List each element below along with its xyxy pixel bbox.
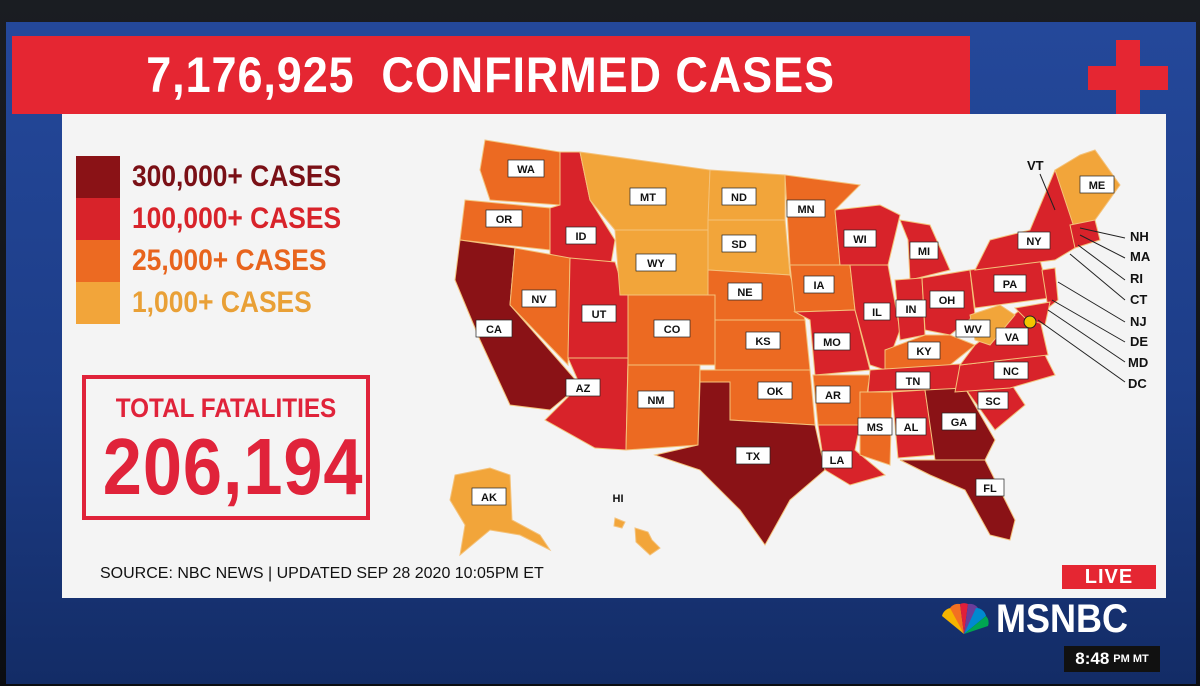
svg-text:WI: WI xyxy=(853,234,866,246)
clock-time: 8:48 xyxy=(1075,649,1110,668)
state-HI-2 xyxy=(634,527,661,556)
callout-VT: VT xyxy=(1027,158,1044,173)
callout-DE: DE xyxy=(1130,334,1149,349)
legend-item: 25,000+ CASES xyxy=(76,240,376,282)
peacock-icon xyxy=(942,603,989,634)
legend-label: 300,000+ CASES xyxy=(132,160,342,193)
confirmed-title: CONFIRMED CASES xyxy=(381,47,836,103)
svg-text:LA: LA xyxy=(830,455,845,467)
callout-MA: MA xyxy=(1130,249,1151,264)
confirmed-count: 7,176,925 xyxy=(146,47,355,103)
svg-text:ND: ND xyxy=(731,192,747,204)
legend-swatch xyxy=(76,156,120,198)
svg-text:OH: OH xyxy=(939,295,956,307)
svg-text:KY: KY xyxy=(916,346,932,358)
svg-text:CO: CO xyxy=(664,324,681,336)
svg-text:NE: NE xyxy=(737,287,752,299)
legend: 300,000+ CASES 100,000+ CASES 25,000+ CA… xyxy=(76,156,376,324)
svg-text:MN: MN xyxy=(797,204,814,216)
svg-text:IA: IA xyxy=(814,280,825,292)
svg-text:TX: TX xyxy=(746,451,761,463)
state-shapes xyxy=(449,139,1121,557)
medical-cross-icon xyxy=(1088,40,1168,116)
legend-item: 300,000+ CASES xyxy=(76,156,376,198)
svg-text:SC: SC xyxy=(985,396,1000,408)
svg-text:HI: HI xyxy=(613,493,624,505)
svg-text:OK: OK xyxy=(767,386,784,398)
svg-text:MS: MS xyxy=(867,422,884,434)
svg-text:ME: ME xyxy=(1089,180,1106,192)
callout-MD: MD xyxy=(1128,355,1149,370)
live-badge: LIVE xyxy=(1062,565,1156,589)
legend-label: 100,000+ CASES xyxy=(132,202,342,235)
clock-zone: PM MT xyxy=(1113,653,1149,665)
state-MA xyxy=(1069,219,1101,249)
svg-text:AZ: AZ xyxy=(576,383,591,395)
state-FL xyxy=(899,459,1016,541)
svg-text:KS: KS xyxy=(755,336,770,348)
svg-text:MT: MT xyxy=(640,192,656,204)
svg-text:IL: IL xyxy=(872,307,882,319)
state-NJ xyxy=(1041,267,1059,309)
svg-text:NM: NM xyxy=(647,395,664,407)
svg-text:TN: TN xyxy=(906,376,921,388)
svg-text:AR: AR xyxy=(825,390,841,402)
legend-swatch xyxy=(76,198,120,240)
svg-text:AK: AK xyxy=(481,492,497,504)
svg-text:GA: GA xyxy=(951,417,968,429)
legend-swatch xyxy=(76,282,120,324)
fatalities-box: TOTAL FATALITIES 206,194 xyxy=(82,375,370,520)
headline-banner: 7,176,925 CONFIRMED CASES xyxy=(12,36,970,114)
svg-text:FL: FL xyxy=(983,483,997,495)
svg-text:WA: WA xyxy=(517,164,535,176)
svg-text:OR: OR xyxy=(496,214,513,226)
network-logo: MSNBC xyxy=(938,596,1143,641)
callout-DC: DC xyxy=(1128,376,1147,391)
svg-text:NV: NV xyxy=(531,294,547,306)
legend-swatch xyxy=(76,240,120,282)
callout-RI: RI xyxy=(1130,271,1143,286)
svg-text:AL: AL xyxy=(904,422,919,434)
svg-text:WY: WY xyxy=(647,258,665,270)
fatalities-value: 206,194 xyxy=(102,422,364,511)
legend-label: 1,000+ CASES xyxy=(132,286,312,319)
svg-text:MI: MI xyxy=(918,246,930,258)
clock: 8:48 PM MT xyxy=(1064,646,1160,672)
callout-CT: CT xyxy=(1130,292,1148,307)
headline-text: 7,176,925 CONFIRMED CASES xyxy=(147,46,836,104)
state-HI xyxy=(613,517,626,529)
svg-text:NC: NC xyxy=(1003,366,1019,378)
svg-text:WV: WV xyxy=(964,324,982,336)
callout-NJ: NJ xyxy=(1130,314,1147,329)
svg-text:ID: ID xyxy=(576,231,587,243)
capital-star-icon xyxy=(1023,315,1037,329)
network-name: MSNBC xyxy=(996,596,1129,641)
callout-leaders xyxy=(1037,173,1126,383)
source-line: SOURCE: NBC NEWS | UPDATED SEP 28 2020 1… xyxy=(100,565,544,582)
legend-label: 25,000+ CASES xyxy=(132,244,327,277)
svg-text:NY: NY xyxy=(1026,236,1042,248)
callout-NH: NH xyxy=(1130,229,1149,244)
svg-text:MO: MO xyxy=(823,337,841,349)
state-labels: WA OR CA ID NV UT AZ MT WY CO NM ND SD N… xyxy=(471,159,1115,506)
svg-text:CA: CA xyxy=(486,324,502,336)
fatalities-label: TOTAL FATALITIES xyxy=(115,393,337,423)
svg-text:PA: PA xyxy=(1003,279,1018,291)
us-map: WA OR CA ID NV UT AZ MT WY CO NM ND SD N… xyxy=(449,139,1126,557)
legend-item: 100,000+ CASES xyxy=(76,198,376,240)
svg-text:SD: SD xyxy=(731,239,746,251)
svg-text:VA: VA xyxy=(1005,332,1020,344)
legend-item: 1,000+ CASES xyxy=(76,282,376,324)
svg-text:IN: IN xyxy=(906,304,917,316)
svg-text:UT: UT xyxy=(592,309,607,321)
state-AK xyxy=(449,467,552,557)
